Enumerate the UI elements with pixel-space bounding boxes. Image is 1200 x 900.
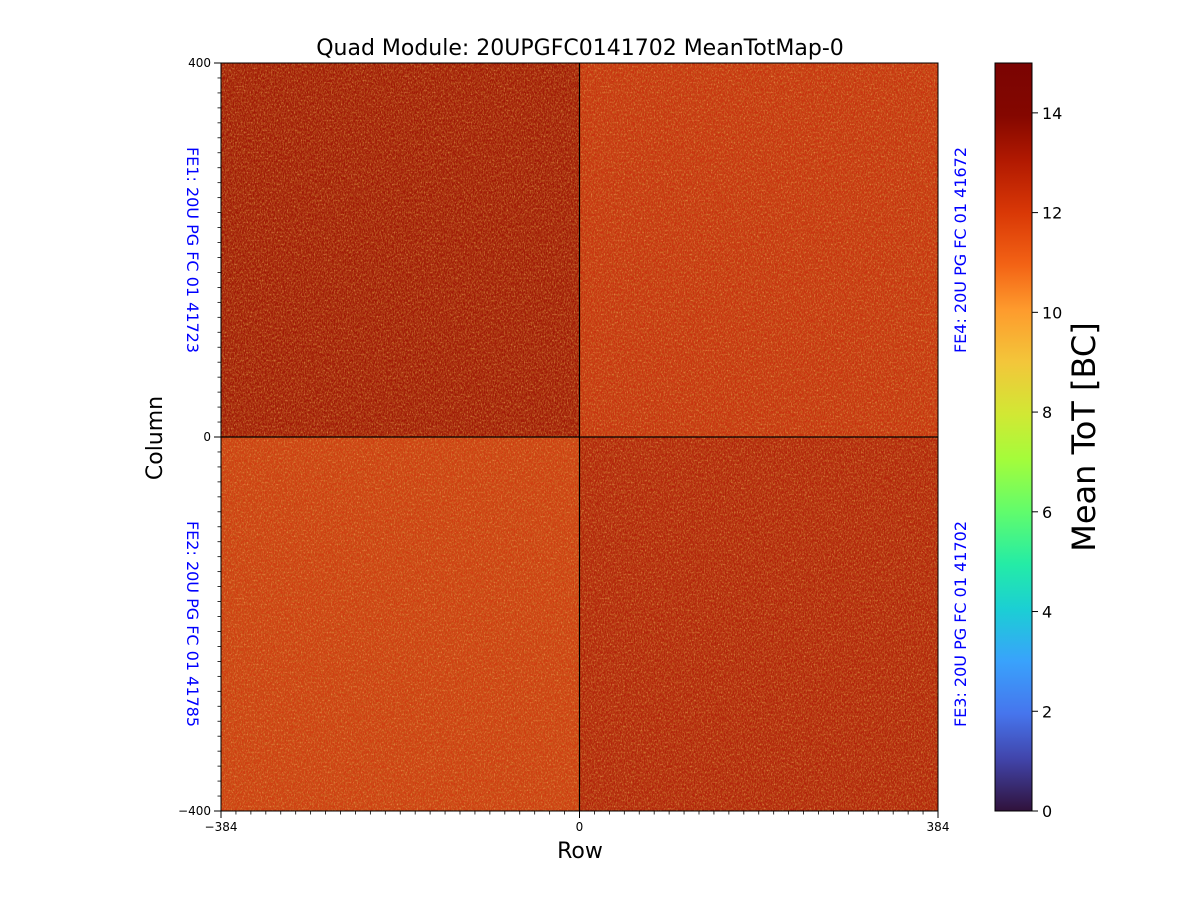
quadrant-texture-dark [579,63,938,437]
plot-area [221,63,938,811]
colorbar-gradient [994,62,1033,812]
colorbar-tick-label: 4 [1042,603,1052,622]
colorbar-tick-label: 12 [1042,204,1062,223]
frontend-label-2: FE4: 20U PG FC 01 41672 [951,147,970,353]
colorbar-tick-label: 0 [1042,802,1052,821]
y-tick-label: −400 [178,804,211,818]
frontend-labels: FE1: 20U PG FC 01 41723 FE4: 20U PG FC 01… [183,147,970,727]
colorbar: 0 2 4 6 8 10 12 14 [994,62,1062,821]
axes: −384 0 384 400 0 −400 [178,56,949,834]
frontend-label-4: FE3: 20U PG FC 01 41702 [951,521,970,727]
y-axis-label: Column [143,396,168,480]
colorbar-tick-label: 6 [1042,503,1052,522]
x-tick-label: 0 [576,820,584,834]
x-axis-label: Row [557,839,603,864]
frontend-label-3: FE2: 20U PG FC 01 41785 [183,521,202,727]
quadrant-4 [579,437,938,811]
quadrant-texture-dark [579,437,938,811]
quadrant-1 [221,63,580,437]
colorbar-label: Mean ToT [BC] [1065,322,1103,551]
chart-title: Quad Module: 20UPGFC0141702 MeanTotMap-0 [316,36,844,61]
colorbar-tick-label: 14 [1042,104,1062,123]
y-tick-label: 0 [203,430,211,444]
quadrant-3 [221,437,580,811]
colorbar-tick-label: 8 [1042,403,1052,422]
y-tick-label: 400 [188,56,211,70]
x-tick-label: 384 [927,820,950,834]
colorbar-tick-label: 10 [1042,303,1062,322]
colorbar-tick-label: 2 [1042,702,1052,721]
quadrant-2 [579,63,938,437]
quadrant-texture-dark [221,63,580,437]
x-tick-label: −384 [205,820,238,834]
quadrant-texture-dark [221,437,580,811]
frontend-label-1: FE1: 20U PG FC 01 41723 [183,147,202,353]
